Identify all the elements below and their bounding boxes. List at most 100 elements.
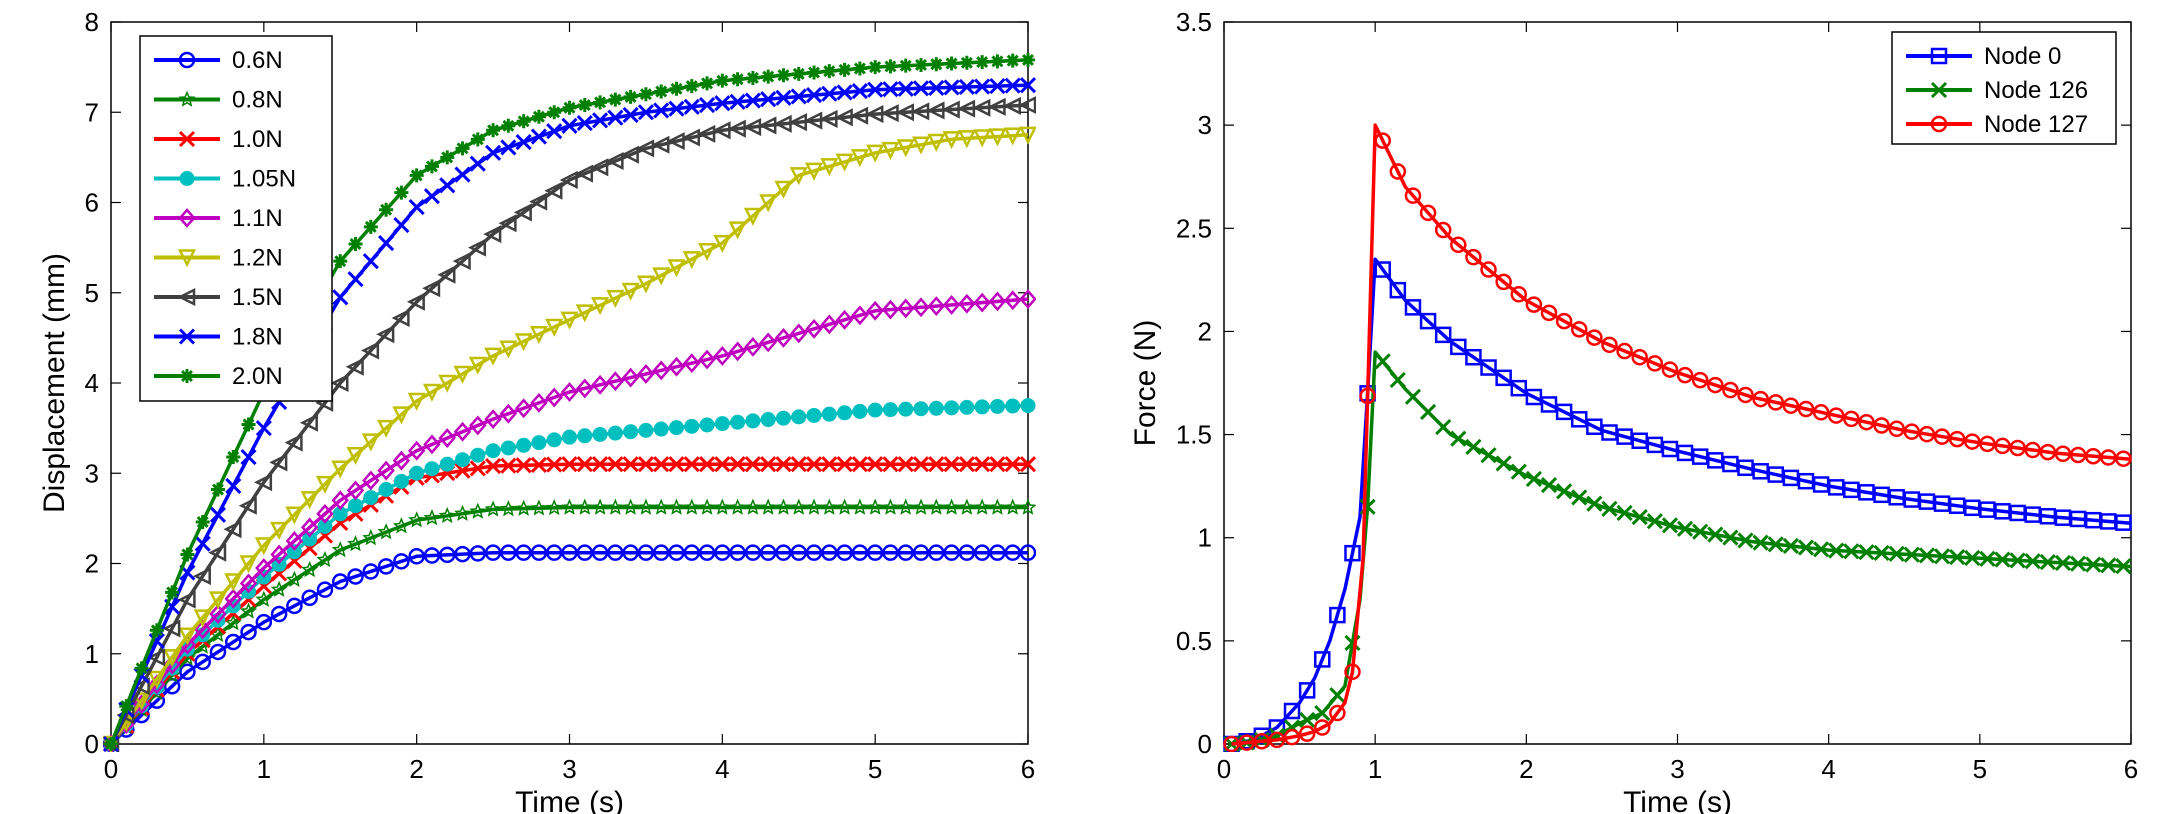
data-point xyxy=(852,61,867,76)
data-point xyxy=(163,649,182,668)
data-point xyxy=(393,553,410,570)
data-point xyxy=(1556,483,1573,500)
data-point xyxy=(223,520,242,539)
data-point xyxy=(452,252,471,271)
legend-item: 0.6N xyxy=(154,47,283,74)
data-point xyxy=(513,203,532,222)
data-point xyxy=(500,457,517,474)
data-point xyxy=(1903,423,1921,440)
data-point xyxy=(500,544,517,561)
data-point xyxy=(1359,387,1376,405)
data-point xyxy=(1019,498,1036,515)
data-point xyxy=(606,498,624,515)
data-point xyxy=(1495,455,1512,472)
data-point xyxy=(576,498,594,515)
data-point xyxy=(210,482,225,497)
data-point xyxy=(224,588,242,609)
data-point xyxy=(224,614,242,631)
data-point xyxy=(775,410,791,426)
data-point xyxy=(239,573,258,594)
data-point xyxy=(822,64,837,79)
data-point xyxy=(1018,126,1036,145)
data-point xyxy=(240,448,257,466)
data-point xyxy=(713,498,731,515)
data-point xyxy=(606,289,625,308)
data-point xyxy=(868,60,883,75)
data-point xyxy=(790,456,807,473)
data-point xyxy=(1949,549,1966,566)
data-point xyxy=(821,544,838,561)
data-point xyxy=(1722,381,1739,399)
data-point xyxy=(180,547,195,562)
data-point xyxy=(454,166,471,183)
data-point xyxy=(882,402,898,418)
data-point xyxy=(1994,437,2011,455)
data-point xyxy=(332,573,349,590)
data-point xyxy=(1525,296,1543,313)
x-tick-label: 5 xyxy=(1973,754,1987,784)
data-point xyxy=(774,498,792,515)
data-point xyxy=(1329,687,1346,704)
data-point xyxy=(805,544,823,561)
data-point xyxy=(727,119,746,138)
data-point xyxy=(1525,470,1542,487)
legend-label: 0.6N xyxy=(232,47,283,74)
legend-item: Node 126 xyxy=(1906,77,2088,104)
data-point xyxy=(622,544,639,561)
y-tick-label: 1.5 xyxy=(1176,420,1212,450)
data-point xyxy=(515,544,532,561)
data-point xyxy=(546,123,563,140)
data-point xyxy=(531,435,547,451)
data-point xyxy=(819,109,838,128)
data-point xyxy=(177,590,196,609)
data-point xyxy=(1646,513,1663,530)
data-point xyxy=(636,275,655,294)
data-point xyxy=(439,456,455,472)
data-point xyxy=(498,214,517,233)
data-point xyxy=(407,392,426,411)
series-1.1n xyxy=(103,289,1036,752)
data-point xyxy=(759,498,777,515)
data-point xyxy=(454,462,471,479)
data-point xyxy=(2100,557,2117,574)
data-point xyxy=(836,498,854,515)
data-point xyxy=(990,54,1005,69)
data-point xyxy=(499,403,518,424)
data-point xyxy=(820,498,838,515)
data-point xyxy=(637,364,655,384)
data-point xyxy=(1344,544,1361,562)
data-point xyxy=(897,298,915,319)
data-point xyxy=(743,118,762,137)
data-point xyxy=(330,373,349,393)
data-point xyxy=(332,289,349,306)
data-point xyxy=(805,498,823,515)
data-point xyxy=(1994,551,2011,568)
data-point xyxy=(1450,338,1467,356)
data-point xyxy=(469,155,486,172)
data-point xyxy=(928,400,944,416)
data-point xyxy=(851,498,869,515)
data-point xyxy=(485,144,502,161)
y-tick-label: 0.5 xyxy=(1176,626,1212,656)
data-point xyxy=(1420,403,1437,420)
data-point xyxy=(957,130,976,149)
series-line xyxy=(109,133,1029,746)
data-point xyxy=(729,456,746,473)
data-point xyxy=(774,327,793,348)
data-point xyxy=(316,550,334,568)
x-tick-label: 2 xyxy=(1519,754,1533,784)
data-point xyxy=(1510,286,1528,303)
data-point xyxy=(943,456,960,473)
data-point xyxy=(271,556,287,572)
legend: Node 0 Node 126 Node 127 xyxy=(1891,31,2117,145)
data-point xyxy=(485,457,502,475)
data-point xyxy=(438,506,456,524)
data-point xyxy=(606,371,625,392)
data-point xyxy=(484,409,502,429)
series-line xyxy=(1231,123,2132,746)
data-point xyxy=(837,62,852,77)
data-point xyxy=(758,116,777,135)
data-point xyxy=(486,123,501,138)
data-point xyxy=(972,98,991,117)
data-point xyxy=(988,291,1007,312)
